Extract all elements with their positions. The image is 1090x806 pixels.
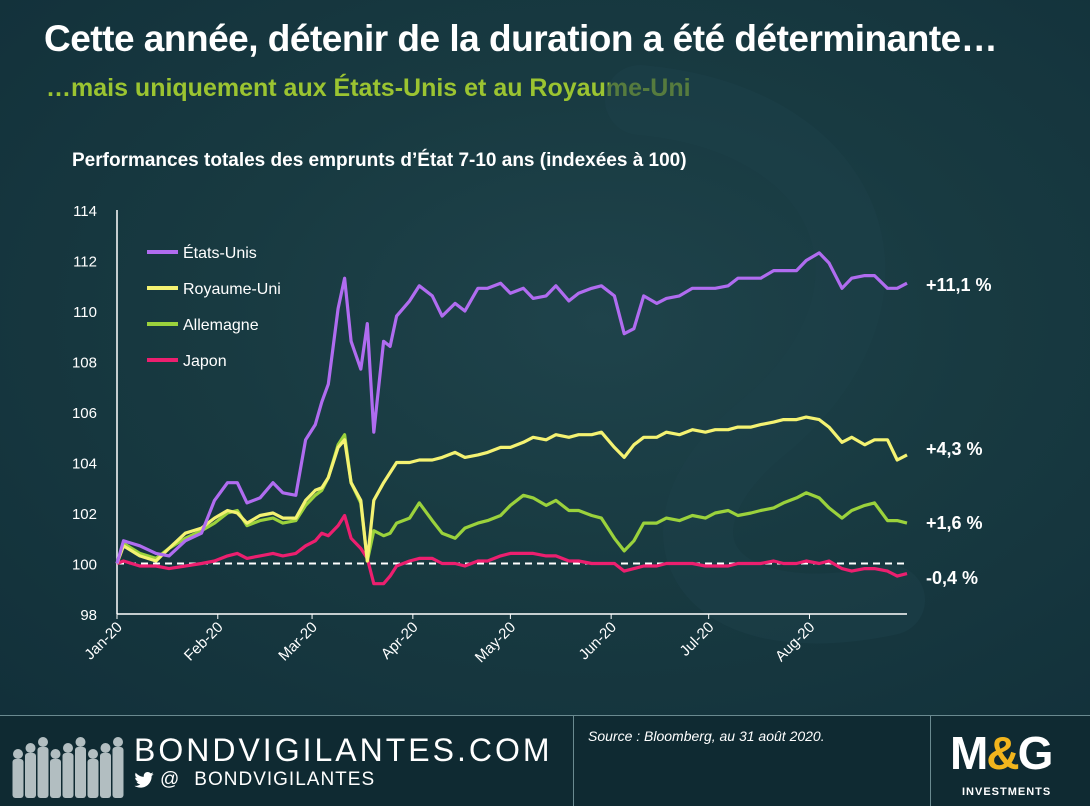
person-head xyxy=(88,749,98,759)
person-body xyxy=(112,747,124,798)
people-silhouettes-icon xyxy=(12,737,124,798)
y-tick-label: 110 xyxy=(73,304,97,321)
y-tick-label: 112 xyxy=(73,254,97,271)
person-body xyxy=(62,753,74,798)
person-body xyxy=(87,759,99,798)
legend-label: États-Unis xyxy=(183,243,257,262)
person-head xyxy=(75,737,86,747)
mg-investments-logo[interactable]: M&G INVESTMENTS xyxy=(950,722,1080,802)
x-tick-label: Feb-20 xyxy=(181,619,227,665)
chart-legend: États-Unis Royaume-Uni Allemagne Japon xyxy=(147,243,281,370)
logo-subtitle: INVESTMENTS xyxy=(962,786,1052,798)
logo-m: M xyxy=(950,727,988,779)
person-body xyxy=(25,753,36,798)
person-body xyxy=(100,753,111,798)
x-tick-label: Jan-20 xyxy=(81,619,125,663)
logo-ampersand: & xyxy=(986,727,1019,779)
source-note: Source : Bloomberg, au 31 août 2020. xyxy=(588,728,825,744)
series-line-2 xyxy=(115,433,908,564)
y-tick-label: 102 xyxy=(72,506,97,523)
person-body xyxy=(50,759,61,798)
person-head xyxy=(50,749,61,759)
legend-label: Japon xyxy=(183,353,227,370)
x-tick-label: May-20 xyxy=(472,619,519,666)
handle-text: BONDVIGILANTES xyxy=(194,769,376,790)
legend-label: Royaume-Uni xyxy=(183,281,281,298)
end-value-label: +11,1 % xyxy=(926,275,992,295)
person-head xyxy=(38,737,48,747)
person-head xyxy=(63,743,73,753)
person-body xyxy=(37,747,49,798)
legend-label: Allemagne xyxy=(183,317,259,334)
x-tick-label: Mar-20 xyxy=(275,619,321,665)
person-head xyxy=(13,749,23,759)
page-subtitle: …mais uniquement aux États-Unis et au Ro… xyxy=(46,74,691,102)
page-title: Cette année, détenir de la duration a ét… xyxy=(44,18,998,59)
person-body xyxy=(75,747,86,798)
end-value-label: -0,4 % xyxy=(926,568,978,588)
footer-divider xyxy=(930,716,931,806)
twitter-bird-icon xyxy=(134,772,154,788)
logo-g: G xyxy=(1017,727,1054,779)
series-line-0 xyxy=(115,251,908,564)
end-value-label: +1,6 % xyxy=(926,513,983,533)
y-tick-label: 98 xyxy=(80,607,97,624)
person-body xyxy=(12,759,24,798)
y-tick-label: 106 xyxy=(72,405,97,422)
y-tick-label: 104 xyxy=(72,456,97,473)
person-head xyxy=(100,743,111,753)
person-head xyxy=(113,737,123,747)
twitter-handle[interactable]: @ BONDVIGILANTES xyxy=(134,769,375,791)
chart-end-labels: +11,1 % +4,3 % +1,6 % -0,4 % xyxy=(926,275,992,588)
handle-at: @ xyxy=(160,769,181,790)
brand-name[interactable]: BONDVIGILANTES.COM xyxy=(134,732,553,768)
x-tick-label: Jul-20 xyxy=(677,619,718,660)
footer-bar: BONDVIGILANTES.COM @ BONDVIGILANTES Sour… xyxy=(0,715,1090,806)
end-value-label: +4,3 % xyxy=(926,439,983,459)
y-tick-label: 108 xyxy=(72,355,97,372)
chart-series xyxy=(115,251,908,586)
series-line-1 xyxy=(115,415,908,565)
y-tick-label: 100 xyxy=(72,557,97,574)
chart-title: Performances totales des emprunts d’État… xyxy=(72,150,687,171)
logo-wordmark: M&G xyxy=(950,726,1054,780)
line-chart: 98 100 102 104 106 108 110 112 114 Jan-20 Feb-20 Ma… xyxy=(71,65,992,667)
person-head xyxy=(25,743,36,753)
y-tick-label: 114 xyxy=(73,203,97,220)
x-tick-label: Apr-20 xyxy=(378,619,422,663)
series-line-3 xyxy=(116,513,908,586)
x-tick-label: Jun-20 xyxy=(576,619,620,663)
watermark-swirl xyxy=(605,65,925,644)
footer-divider xyxy=(573,716,574,806)
